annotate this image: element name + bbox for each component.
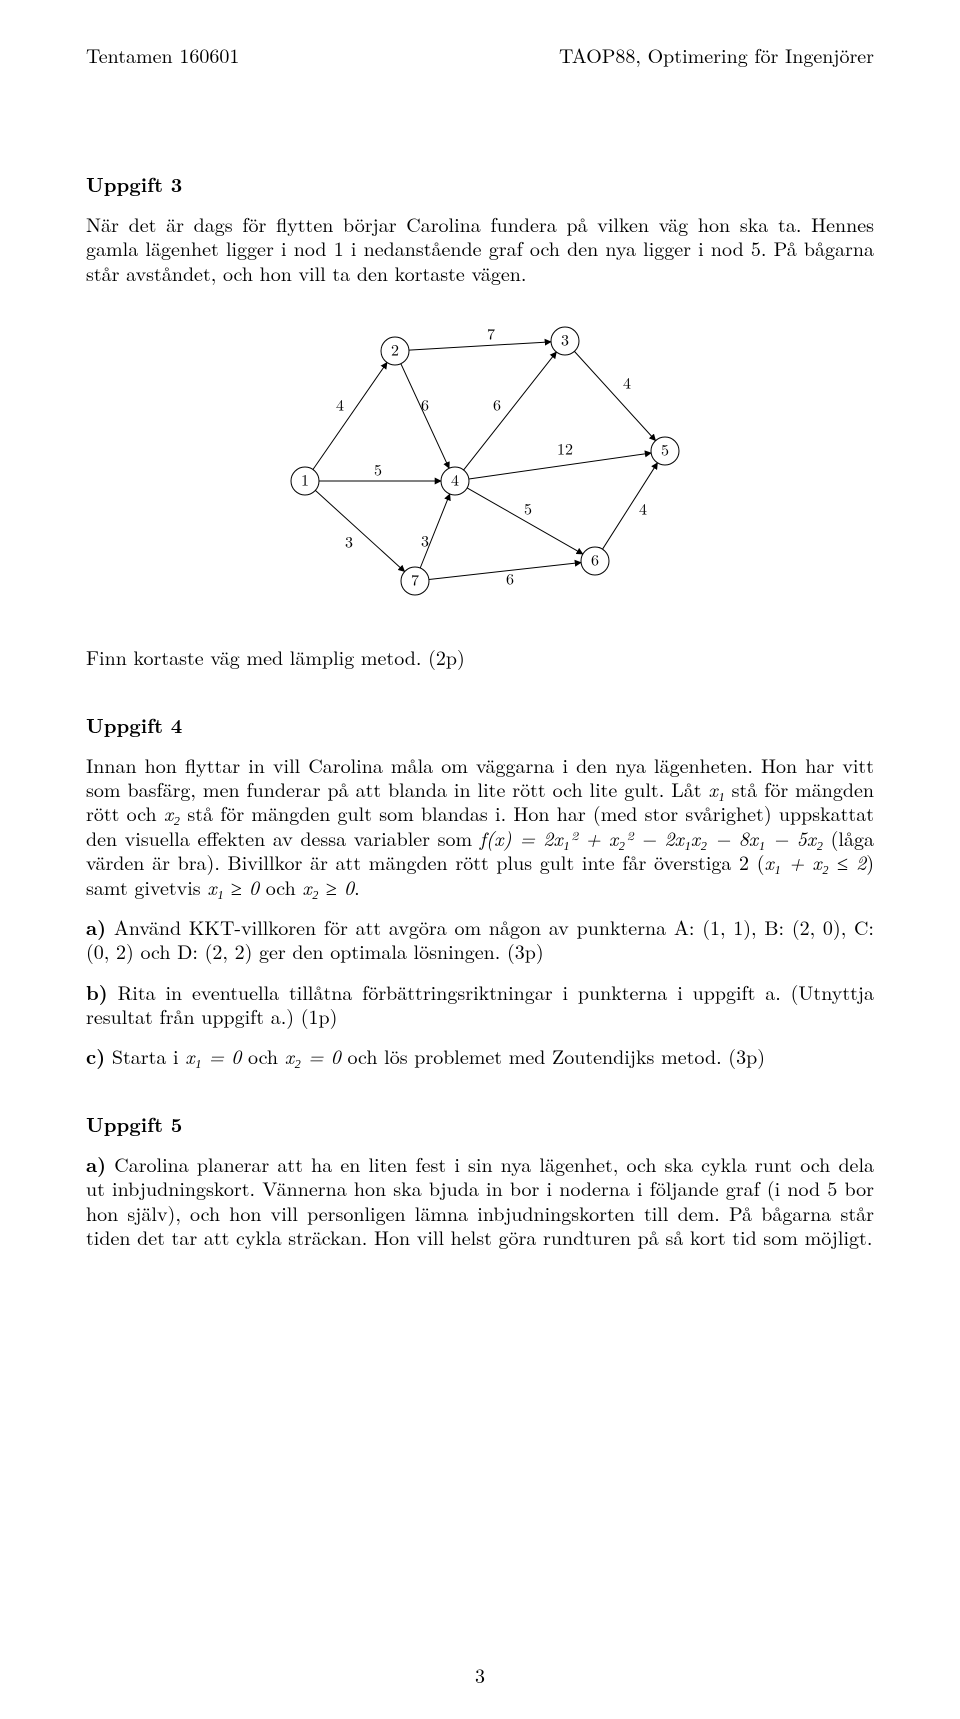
svg-text:5: 5 bbox=[661, 438, 669, 461]
svg-text:4: 4 bbox=[451, 468, 459, 491]
svg-text:6: 6 bbox=[421, 393, 429, 416]
svg-text:4: 4 bbox=[623, 371, 631, 394]
q3-para1: När det är dags för flytten börjar Carol… bbox=[86, 212, 874, 285]
svg-text:6: 6 bbox=[506, 567, 514, 590]
page-header: Tentamen 160601 TAOP88, Optimering för I… bbox=[86, 40, 874, 69]
math-x1ge0: x₁ ≥ 0 bbox=[207, 872, 259, 901]
svg-text:3: 3 bbox=[561, 328, 569, 351]
q4-b: b) Rita in eventuella tillåtna förbättri… bbox=[86, 980, 874, 1029]
page-number: 3 bbox=[0, 1660, 960, 1689]
svg-text:7: 7 bbox=[487, 322, 495, 345]
q5-title: Uppgift 5 bbox=[86, 1109, 874, 1138]
q4-para1: Innan hon flyttar in vill Carolina måla … bbox=[86, 753, 874, 899]
svg-text:1: 1 bbox=[301, 468, 309, 491]
header-right: TAOP88, Optimering för Ingenjörer bbox=[559, 40, 874, 69]
label-c: c) bbox=[86, 1041, 105, 1070]
math-x2eq0: x₂ = 0 bbox=[285, 1041, 341, 1070]
math-x1eq0: x₁ = 0 bbox=[185, 1041, 241, 1070]
graph-container: 453766125364461234567 bbox=[86, 311, 874, 611]
q5-a: a) Carolina planerar att ha en liten fes… bbox=[86, 1152, 874, 1250]
svg-text:2: 2 bbox=[391, 338, 399, 361]
svg-text:5: 5 bbox=[374, 458, 382, 481]
svg-text:6: 6 bbox=[591, 548, 599, 571]
svg-text:4: 4 bbox=[336, 393, 344, 416]
svg-text:3: 3 bbox=[345, 530, 353, 553]
svg-text:4: 4 bbox=[639, 497, 647, 520]
q4-c: c) Starta i x₁ = 0 och x₂ = 0 och lös pr… bbox=[86, 1044, 874, 1068]
q3-after: Finn kortaste väg med lämplig metod. (2p… bbox=[86, 645, 874, 669]
svg-text:5: 5 bbox=[524, 497, 532, 520]
svg-text:7: 7 bbox=[411, 568, 419, 591]
q4-title: Uppgift 4 bbox=[86, 710, 874, 739]
header-left: Tentamen 160601 bbox=[86, 40, 239, 69]
q4-a: a) Använd KKT-villkoren för att avgöra o… bbox=[86, 915, 874, 964]
svg-text:3: 3 bbox=[421, 529, 429, 552]
math-constraint: x₁ + x₂ ≤ 2 bbox=[765, 847, 867, 876]
q3-title: Uppgift 3 bbox=[86, 169, 874, 198]
math-x2ge0: x₂ ≥ 0 bbox=[302, 872, 354, 901]
svg-text:12: 12 bbox=[557, 437, 573, 460]
svg-text:6: 6 bbox=[493, 393, 501, 416]
shortest-path-graph: 453766125364461234567 bbox=[265, 311, 695, 611]
